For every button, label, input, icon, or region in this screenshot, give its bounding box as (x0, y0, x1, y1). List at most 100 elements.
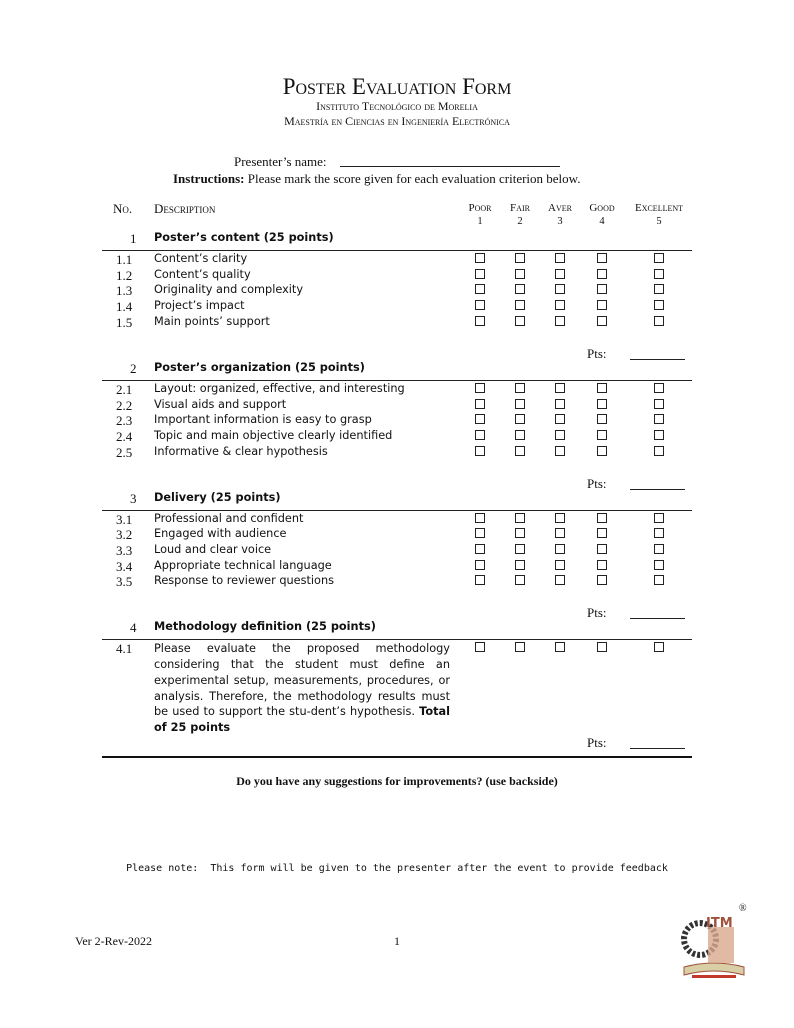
score-label-fair: Fair (510, 202, 530, 214)
score-checkbox-3.1-1[interactable] (475, 512, 485, 523)
points-field[interactable] (630, 358, 685, 360)
score-checkbox-1.5-3[interactable] (555, 315, 565, 326)
score-checkbox-2.1-4[interactable] (597, 382, 607, 393)
score-checkbox-1.4-2[interactable] (515, 300, 525, 311)
score-checkbox-2.2-5[interactable] (654, 398, 664, 409)
score-checkbox-4.1-5[interactable] (654, 642, 664, 653)
score-checkbox-1.2-5[interactable] (654, 268, 664, 279)
score-checkbox-2.3-1[interactable] (475, 414, 485, 425)
score-checkbox-3.2-4[interactable] (597, 528, 607, 539)
score-checkbox-2.5-2[interactable] (515, 445, 525, 456)
program-name: Maestría en Ciencias en Ingeniería Elect… (284, 114, 510, 128)
score-checkbox-3.4-4[interactable] (597, 559, 607, 570)
presenter-name-field[interactable] (340, 166, 560, 167)
points-field[interactable] (630, 618, 685, 620)
score-checkbox-1.4-1[interactable] (475, 300, 485, 311)
criterion-number: 3.1 (116, 511, 133, 527)
score-checkbox-2.3-4[interactable] (597, 414, 607, 425)
score-checkbox-1.4-3[interactable] (555, 300, 565, 311)
score-checkbox-2.5-1[interactable] (475, 445, 485, 456)
score-checkbox-2.2-1[interactable] (475, 398, 485, 409)
score-checkbox-3.3-2[interactable] (515, 544, 525, 554)
score-checkbox-1.3-1[interactable] (475, 284, 485, 295)
score-checkbox-3.5-1[interactable] (475, 575, 485, 586)
logo-text: ITM (706, 916, 733, 931)
score-checkbox-3.2-3[interactable] (555, 528, 565, 539)
criterion-description: Layout: organized, effective, and intere… (154, 381, 405, 395)
points-field[interactable] (630, 748, 685, 750)
criterion-number: 2.3 (116, 413, 133, 429)
score-checkbox-3.4-2[interactable] (515, 559, 525, 570)
score-checkbox-3.4-1[interactable] (475, 559, 485, 570)
score-checkbox-1.1-4[interactable] (597, 253, 607, 263)
instructions-label: Instructions: (173, 171, 245, 186)
score-checkbox-3.2-2[interactable] (515, 528, 525, 539)
criterion-number: 2.4 (116, 428, 133, 444)
score-checkbox-3.3-1[interactable] (475, 544, 485, 554)
score-checkbox-3.4-5[interactable] (654, 559, 664, 570)
score-checkbox-4.1-2[interactable] (515, 642, 525, 653)
score-checkbox-1.4-4[interactable] (597, 300, 607, 311)
score-checkbox-3.5-5[interactable] (654, 575, 664, 586)
score-checkbox-1.5-4[interactable] (597, 315, 607, 326)
score-checkbox-1.2-1[interactable] (475, 268, 485, 279)
score-checkbox-1.1-1[interactable] (475, 253, 485, 263)
score-checkbox-2.5-5[interactable] (654, 445, 664, 456)
section-number: 1 (130, 231, 137, 246)
instructions: Instructions: Please mark the score give… (173, 171, 580, 187)
score-checkbox-1.5-1[interactable] (475, 315, 485, 326)
score-checkbox-4.1-1[interactable] (475, 642, 485, 653)
score-checkbox-2.2-2[interactable] (515, 398, 525, 409)
score-checkbox-2.1-5[interactable] (654, 382, 664, 393)
section-title: Delivery (25 points) (154, 490, 281, 504)
score-checkbox-3.3-5[interactable] (654, 544, 664, 554)
score-checkbox-1.2-3[interactable] (555, 268, 565, 279)
score-checkbox-1.3-5[interactable] (654, 284, 664, 295)
score-checkbox-2.4-4[interactable] (597, 429, 607, 440)
score-checkbox-1.2-4[interactable] (597, 268, 607, 279)
score-checkbox-1.1-3[interactable] (555, 253, 565, 263)
score-checkbox-1.1-2[interactable] (515, 253, 525, 263)
score-checkbox-2.1-1[interactable] (475, 382, 485, 393)
score-checkbox-2.2-3[interactable] (555, 398, 565, 409)
score-checkbox-3.1-5[interactable] (654, 512, 664, 523)
score-checkbox-3.5-3[interactable] (555, 575, 565, 586)
score-checkbox-3.4-3[interactable] (555, 559, 565, 570)
score-checkbox-3.2-1[interactable] (475, 528, 485, 539)
criterion-number: 1.4 (116, 299, 133, 315)
score-checkbox-3.5-2[interactable] (515, 575, 525, 586)
score-checkbox-2.1-3[interactable] (555, 382, 565, 393)
criterion-description: Loud and clear voice (154, 543, 272, 556)
score-checkbox-4.1-4[interactable] (597, 642, 607, 653)
score-checkbox-1.5-5[interactable] (654, 315, 664, 326)
score-checkbox-2.4-1[interactable] (475, 429, 485, 440)
criterion-text: Please evaluate the proposed methodology… (154, 642, 450, 719)
score-checkbox-2.1-2[interactable] (515, 382, 525, 393)
score-checkbox-3.3-4[interactable] (597, 544, 607, 554)
score-checkbox-2.2-4[interactable] (597, 398, 607, 409)
score-checkbox-2.4-3[interactable] (555, 429, 565, 440)
score-checkbox-2.4-2[interactable] (515, 429, 525, 440)
score-checkbox-1.4-5[interactable] (654, 300, 664, 311)
score-checkbox-2.5-3[interactable] (555, 445, 565, 456)
score-checkbox-3.5-4[interactable] (597, 575, 607, 586)
score-checkbox-1.3-4[interactable] (597, 284, 607, 295)
criterion-number: 3.3 (116, 543, 133, 558)
score-checkbox-2.3-3[interactable] (555, 414, 565, 425)
score-checkbox-2.3-2[interactable] (515, 414, 525, 425)
score-checkbox-2.5-4[interactable] (597, 445, 607, 456)
score-checkbox-3.2-5[interactable] (654, 528, 664, 539)
score-checkbox-1.3-2[interactable] (515, 284, 525, 295)
score-checkbox-4.1-3[interactable] (555, 642, 565, 653)
score-checkbox-1.3-3[interactable] (555, 284, 565, 295)
score-checkbox-2.4-5[interactable] (654, 429, 664, 440)
score-checkbox-1.2-2[interactable] (515, 268, 525, 279)
score-checkbox-3.1-2[interactable] (515, 512, 525, 523)
score-checkbox-1.1-5[interactable] (654, 253, 664, 263)
score-checkbox-2.3-5[interactable] (654, 414, 664, 425)
score-checkbox-3.1-3[interactable] (555, 512, 565, 523)
score-checkbox-3.1-4[interactable] (597, 512, 607, 523)
score-checkbox-1.5-2[interactable] (515, 315, 525, 326)
score-checkbox-3.3-3[interactable] (555, 544, 565, 554)
points-field[interactable] (630, 488, 685, 490)
